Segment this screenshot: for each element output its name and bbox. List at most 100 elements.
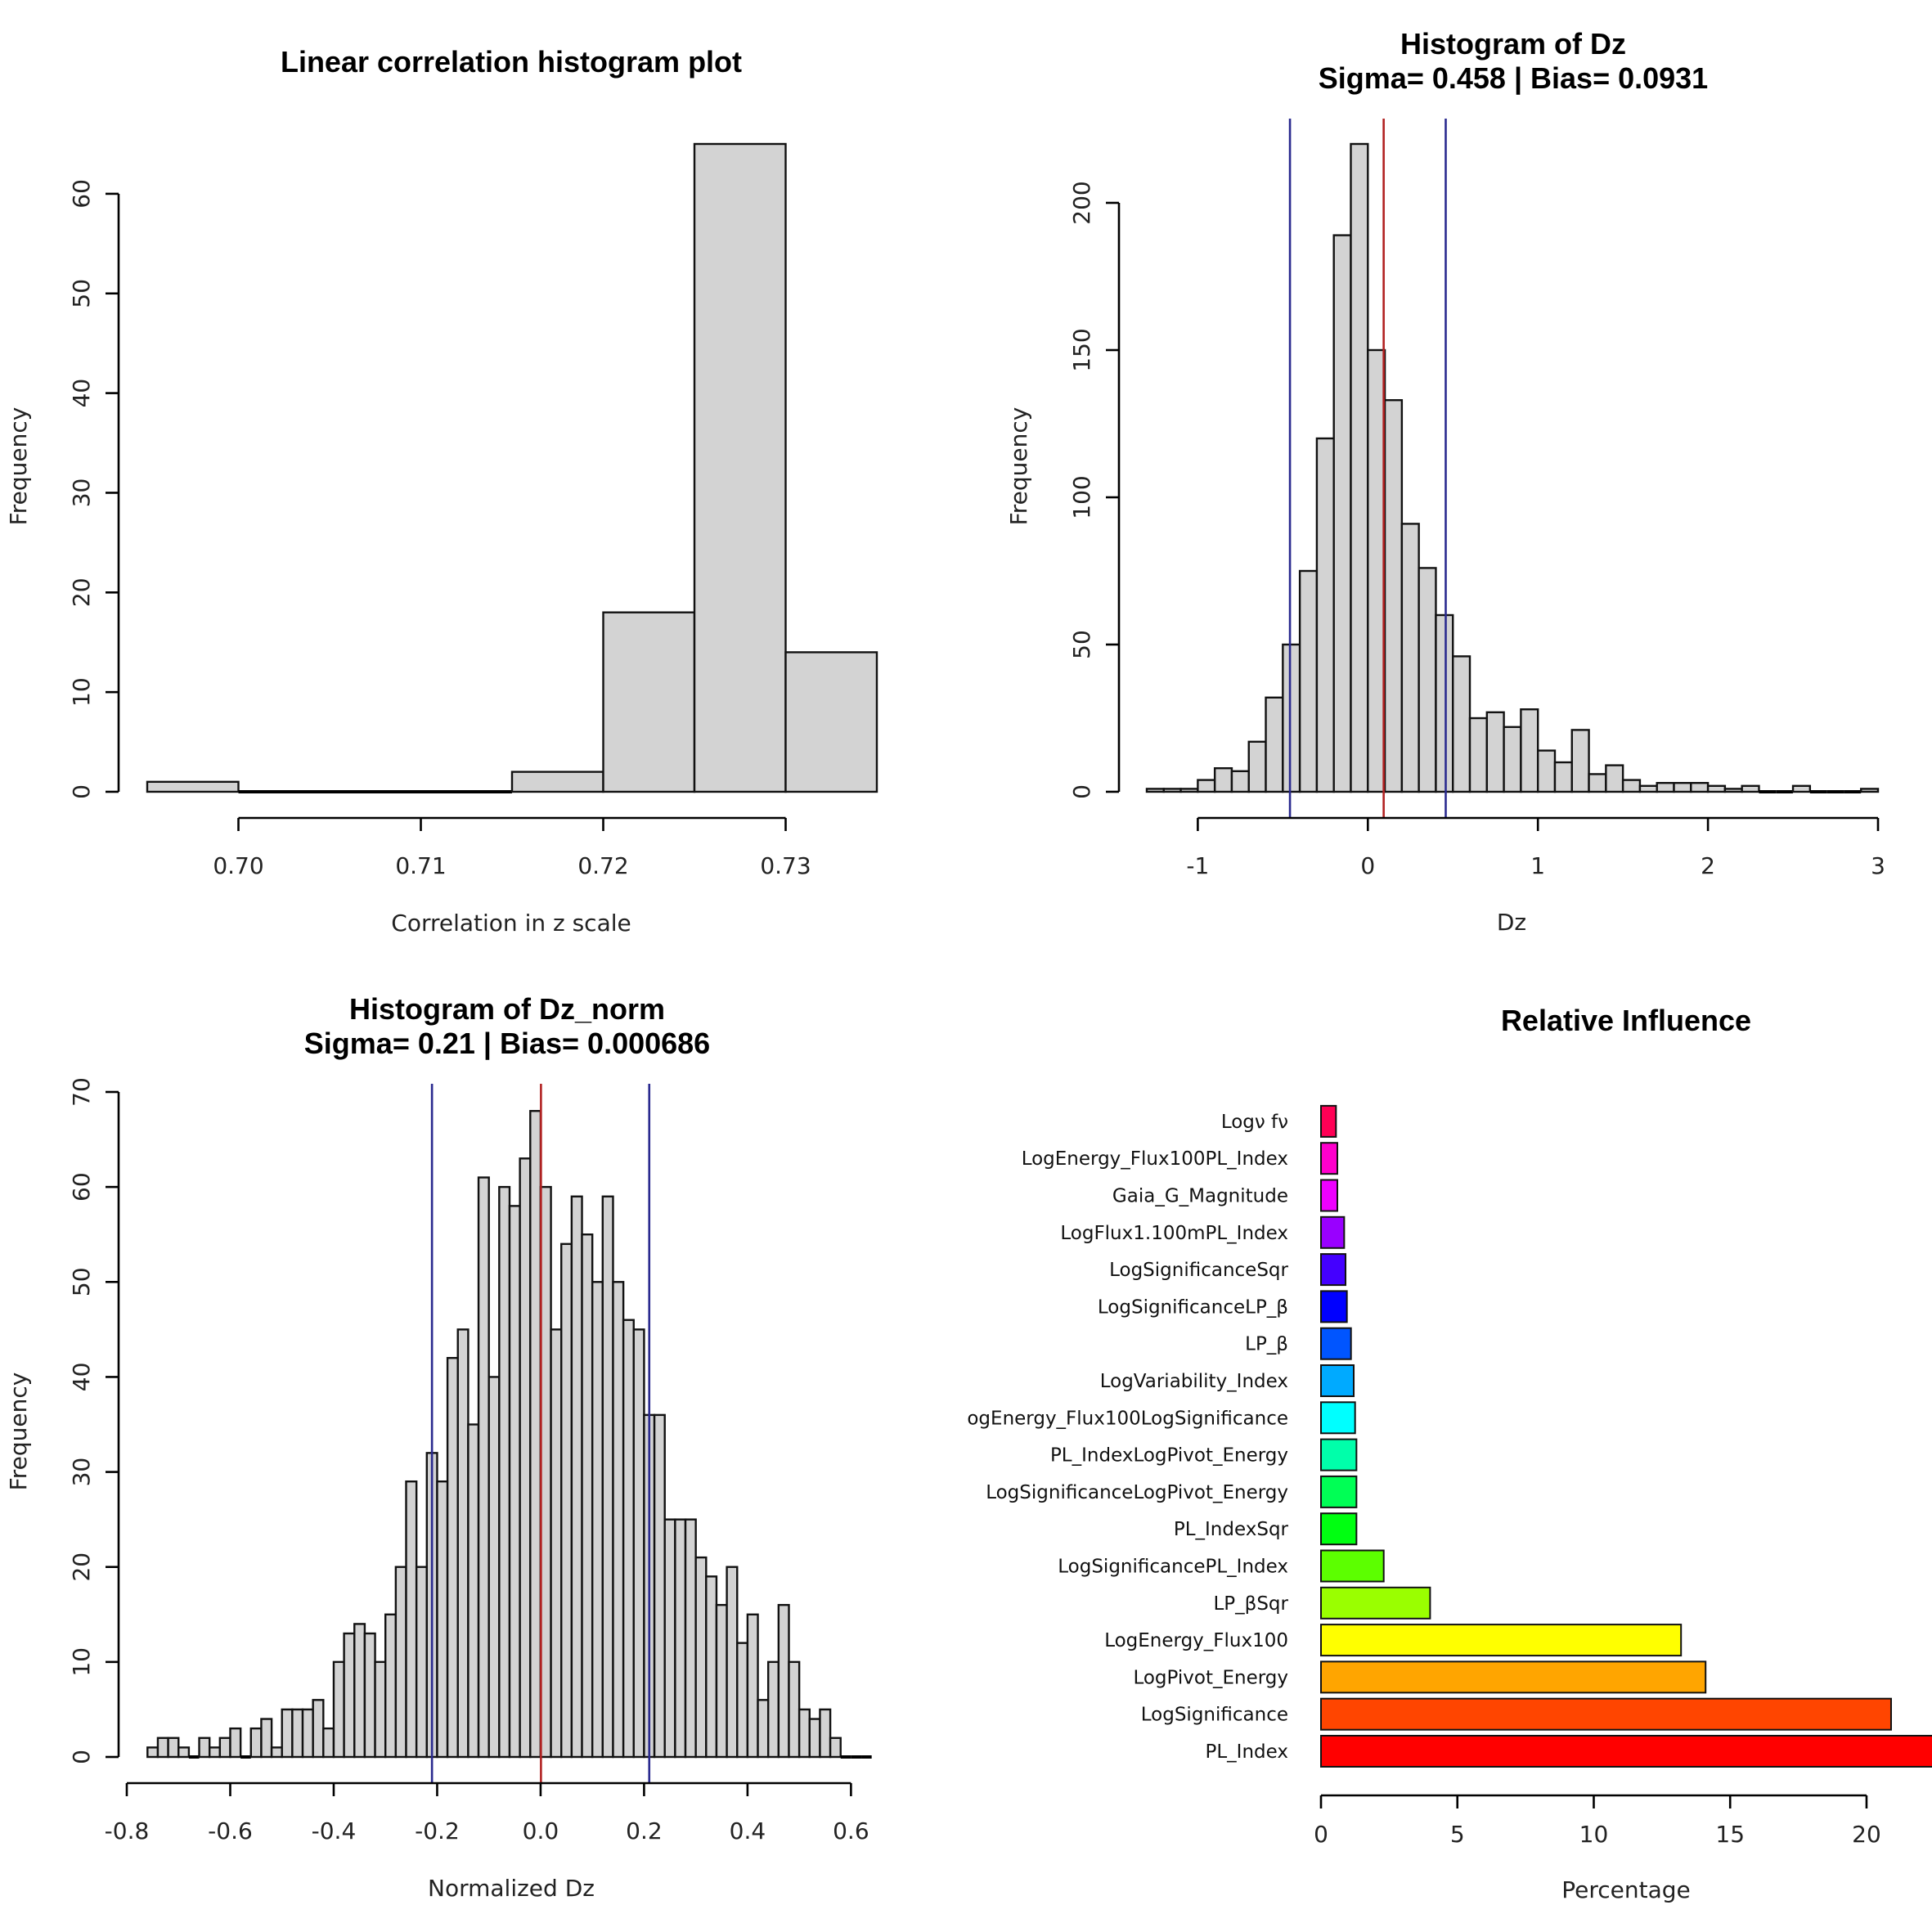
correlation-histogram-x-axis: 0.70 0.71 0.72 0.73 bbox=[213, 816, 811, 879]
dznorm-bar bbox=[705, 1575, 718, 1759]
dznorm-bar bbox=[146, 1746, 160, 1759]
corr-x-tick-label: 0.72 bbox=[577, 852, 628, 879]
relative-influence-category-label: LogEnergy_Flux100 bbox=[1104, 1630, 1288, 1651]
dz-bar bbox=[1860, 788, 1880, 793]
dznorm-bar bbox=[612, 1281, 625, 1759]
dznorm-bar bbox=[363, 1632, 376, 1759]
dznorm-x-tick-label: 0.4 bbox=[730, 1817, 766, 1844]
relative-influence-category-label: LogSignificance bbox=[1141, 1705, 1288, 1726]
dznorm-bar bbox=[229, 1727, 242, 1759]
dznorm-bar bbox=[322, 1727, 335, 1759]
relative-influence-bar bbox=[1320, 1179, 1339, 1212]
dz-histogram-subtitle: Sigma= 0.458 | Bias= 0.0931 bbox=[1319, 61, 1708, 96]
corr-x-tick-label: 0.70 bbox=[213, 852, 263, 879]
dznorm-bar bbox=[446, 1356, 459, 1759]
dznorm-x-tick-label: -0.2 bbox=[415, 1817, 460, 1844]
dznorm-bar bbox=[539, 1185, 552, 1759]
dz-histogram-bars bbox=[1145, 142, 1880, 793]
relative-influence-bar bbox=[1320, 1475, 1358, 1508]
dznorm-bar bbox=[156, 1737, 169, 1759]
dznorm-bar bbox=[632, 1328, 645, 1759]
relative-influence-category-label: LogSignificanceLogPivot_Energy bbox=[986, 1482, 1288, 1503]
dz-bar bbox=[1282, 643, 1301, 793]
relative-influence-bar bbox=[1320, 1438, 1358, 1471]
relative-influence-category-label: LP_β bbox=[1245, 1334, 1288, 1355]
relative-influence-category-label: PL_Index bbox=[1205, 1741, 1288, 1763]
relative-influence-bar bbox=[1320, 1697, 1892, 1731]
relative-influence-bar bbox=[1320, 1660, 1707, 1694]
dz-histogram-reference-lines bbox=[1288, 119, 1447, 818]
dznorm-bar bbox=[653, 1413, 666, 1759]
dz-bar bbox=[1162, 788, 1182, 793]
corr-x-tick-label: 0.73 bbox=[760, 852, 811, 879]
dznorm-bar bbox=[198, 1737, 211, 1759]
dznorm-bar bbox=[674, 1518, 687, 1759]
dznorm-bar bbox=[766, 1660, 780, 1759]
dznorm-y-tick-label: 30 bbox=[68, 1458, 95, 1487]
corr-bar bbox=[146, 780, 240, 793]
relative-influence-x-tick-label: 15 bbox=[1715, 1821, 1745, 1848]
dznorm-bar bbox=[622, 1319, 635, 1759]
dz-bar bbox=[1367, 348, 1386, 793]
corr-y-tick-label: 20 bbox=[68, 577, 95, 607]
dz-bar bbox=[1588, 773, 1607, 793]
dznorm-bar bbox=[581, 1233, 594, 1759]
dznorm-bar bbox=[726, 1566, 739, 1759]
dznorm-histogram-title: Histogram of Dz_norm bbox=[349, 992, 665, 1026]
dznorm-bar bbox=[777, 1603, 790, 1759]
dz-bar bbox=[1638, 784, 1658, 793]
dz-bar bbox=[1197, 779, 1216, 793]
dznorm-bar bbox=[601, 1195, 614, 1759]
dz-bar bbox=[1656, 782, 1675, 793]
dz-bar bbox=[1230, 770, 1250, 793]
dznorm-bar bbox=[798, 1708, 811, 1759]
dz-bar bbox=[1332, 234, 1352, 793]
corr-bar bbox=[693, 142, 787, 793]
dznorm-bar bbox=[591, 1281, 604, 1759]
dz-y-tick-label: 150 bbox=[1068, 328, 1095, 371]
dznorm-bar bbox=[529, 1110, 542, 1759]
relative-influence-category-label: PL_IndexSqr bbox=[1174, 1519, 1289, 1540]
relative-influence-bar bbox=[1320, 1142, 1339, 1175]
relative-influence-category-label: LP_βSqr bbox=[1213, 1593, 1288, 1615]
correlation-histogram-bars bbox=[146, 142, 878, 793]
dznorm-x-tick-label: 0.6 bbox=[833, 1817, 869, 1844]
relative-influence-bar bbox=[1320, 1586, 1431, 1620]
dz-bar bbox=[1350, 142, 1369, 793]
dznorm-bar bbox=[436, 1480, 449, 1759]
dznorm-bar bbox=[694, 1556, 708, 1759]
dznorm-bar bbox=[550, 1328, 563, 1759]
dznorm-bar bbox=[808, 1718, 821, 1759]
relative-influence-bar bbox=[1320, 1401, 1356, 1435]
dz-bar bbox=[1706, 784, 1727, 793]
dz-bar bbox=[1690, 782, 1710, 793]
dz-bar bbox=[1605, 764, 1624, 793]
dznorm-histogram-y-axis-label: Frequency bbox=[5, 1373, 32, 1491]
dz-bar bbox=[1741, 784, 1760, 793]
relative-influence-x-tick-label: 5 bbox=[1450, 1821, 1465, 1848]
dz-bar bbox=[1400, 523, 1420, 793]
dznorm-bar bbox=[394, 1566, 407, 1759]
dz-bar bbox=[1452, 655, 1471, 793]
dz-histogram-y-axis: 0 50 100 150 200 bbox=[1068, 181, 1121, 799]
relative-influence-x-axis-label: Percentage bbox=[1561, 1876, 1691, 1903]
dznorm-x-tick-label: -0.4 bbox=[312, 1817, 357, 1844]
corr-bar bbox=[602, 611, 696, 793]
dznorm-bar bbox=[218, 1737, 231, 1759]
relative-influence-category-label: LogSignificanceSqr bbox=[1109, 1260, 1288, 1281]
dz-bar bbox=[1179, 788, 1199, 793]
dz-bar bbox=[1503, 726, 1522, 793]
dznorm-bar bbox=[736, 1642, 749, 1759]
dz-bar bbox=[1791, 784, 1812, 793]
relative-influence-category-label: LogEnergy_Flux100PL_Index bbox=[1022, 1148, 1288, 1170]
dznorm-bar bbox=[467, 1423, 480, 1759]
dznorm-bar bbox=[343, 1632, 356, 1759]
dznorm-y-tick-label: 10 bbox=[68, 1647, 95, 1677]
dz-x-tick-label: 3 bbox=[1871, 852, 1885, 879]
dznorm-bar bbox=[332, 1660, 345, 1759]
relative-influence-category-label: LogPivot_Energy bbox=[1133, 1667, 1288, 1688]
relative-influence-bar bbox=[1320, 1290, 1348, 1323]
dz-bar bbox=[1213, 767, 1233, 793]
dz-bar bbox=[1145, 788, 1165, 793]
